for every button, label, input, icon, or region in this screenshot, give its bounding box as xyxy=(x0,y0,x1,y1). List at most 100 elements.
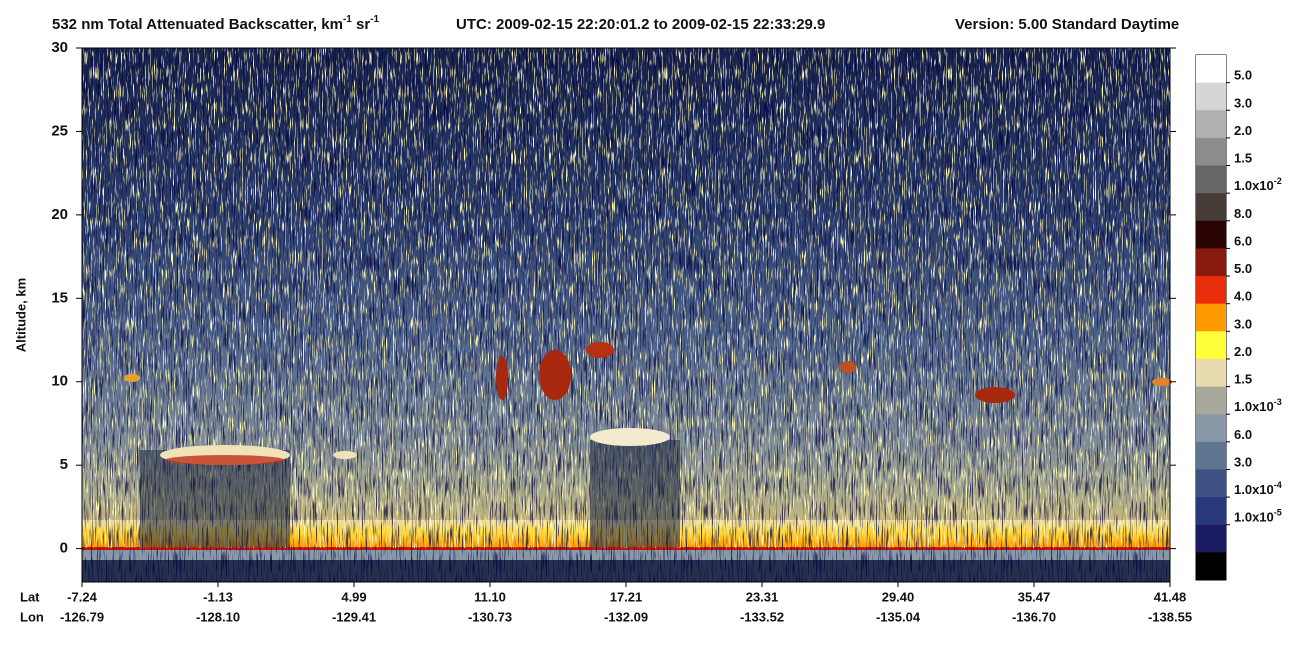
cloud-feature xyxy=(586,342,614,358)
title-superscript: -1 xyxy=(370,14,379,25)
colorbar-label-text: 1.5 xyxy=(1234,372,1252,387)
colorbar-swatch xyxy=(1196,303,1226,332)
y-tick-label: 25 xyxy=(51,122,68,139)
colorbar-label: 3.0 xyxy=(1234,455,1252,470)
y-tick-label: 5 xyxy=(60,456,68,473)
colorbar-label: 1.5 xyxy=(1234,372,1252,387)
y-tick-label: 0 xyxy=(60,540,68,557)
colorbar-swatch xyxy=(1196,165,1226,194)
colorbar-swatch xyxy=(1196,220,1226,249)
x-tick-label: -1.13 xyxy=(203,589,233,604)
colorbar-label-text: 1.0x10 xyxy=(1234,179,1274,194)
colorbar-label: 5.0 xyxy=(1234,261,1252,276)
colorbar-label-text: 1.5 xyxy=(1234,151,1252,166)
x-tick-label: -7.24 xyxy=(67,589,97,604)
y-tick-label: 15 xyxy=(51,289,68,306)
backscatter-image xyxy=(82,48,1172,582)
colorbar-swatch xyxy=(1196,137,1226,167)
colorbar-label: 8.0 xyxy=(1234,206,1252,221)
colorbar-swatch xyxy=(1196,386,1226,415)
colorbar-label: 6.0 xyxy=(1234,427,1252,442)
colorbar-swatch xyxy=(1196,358,1226,388)
x-tick-label: -136.70 xyxy=(1012,609,1056,624)
colorbar-swatch xyxy=(1196,276,1226,305)
colorbar-label-text: 1.0x10 xyxy=(1234,510,1274,525)
y-tick-label: 20 xyxy=(51,206,68,223)
x-tick-label: -128.10 xyxy=(196,609,240,624)
colorbar-swatch xyxy=(1196,193,1226,222)
cloud-feature xyxy=(333,451,357,459)
colorbar-label: 1.0x10-4 xyxy=(1234,480,1282,497)
cloud-feature xyxy=(975,387,1015,403)
cloud-feature xyxy=(124,374,140,382)
x-tick-label: -133.52 xyxy=(740,609,784,624)
x-tick-label: -130.73 xyxy=(468,609,512,624)
x-tick-label: 17.21 xyxy=(610,589,643,604)
colorbar-label: 4.0 xyxy=(1234,289,1252,304)
colorbar-label: 2.0 xyxy=(1234,344,1252,359)
colorbar-label-text: 3.0 xyxy=(1234,96,1252,111)
x-tick-label: -132.09 xyxy=(604,609,648,624)
x-tick-label: 29.40 xyxy=(882,589,915,604)
colorbar-label-text: 5.0 xyxy=(1234,68,1252,83)
title-superscript: -1 xyxy=(343,14,352,25)
cloud-feature xyxy=(165,455,285,465)
colorbar-label-text: 3.0 xyxy=(1234,455,1252,470)
colorbar-swatch xyxy=(1196,82,1226,111)
x-row-name: Lat xyxy=(20,589,40,604)
cloud-feature xyxy=(539,350,571,400)
colorbar-label: 6.0 xyxy=(1234,234,1252,249)
colorbar-label-text: 6.0 xyxy=(1234,234,1252,249)
colorbar-swatch xyxy=(1196,55,1226,84)
colorbar-swatch xyxy=(1196,110,1226,139)
cloud-feature xyxy=(496,356,508,400)
colorbar-swatch xyxy=(1196,469,1226,498)
title-part: sr xyxy=(352,16,371,33)
colorbar-swatch xyxy=(1196,497,1226,526)
x-tick-label: -129.41 xyxy=(332,609,376,624)
x-tick-label: 41.48 xyxy=(1154,589,1187,604)
x-tick-label: 4.99 xyxy=(341,589,366,604)
colorbar-label-text: 4.0 xyxy=(1234,289,1252,304)
x-tick-label: 23.31 xyxy=(746,589,779,604)
y-axis-label: Altitude, km xyxy=(13,278,28,352)
colorbar-swatch xyxy=(1196,441,1226,470)
colorbar-label-text: 1.0x10 xyxy=(1234,400,1274,415)
x-row-name: Lon xyxy=(20,609,44,624)
cloud-feature xyxy=(1152,378,1172,386)
colorbar-label-text: 2.0 xyxy=(1234,123,1252,138)
chart-title: 532 nm Total Attenuated Backscatter, km-… xyxy=(52,14,380,33)
colorbar-label: 1.0x10-3 xyxy=(1234,398,1282,415)
colorbar-label-exponent: -2 xyxy=(1274,177,1282,187)
colorbar-label-exponent: -3 xyxy=(1274,398,1282,408)
cloud-feature xyxy=(590,428,670,446)
colorbar-label: 2.0 xyxy=(1234,123,1252,138)
title-part: 532 nm Total Attenuated Backscatter, km xyxy=(52,16,343,33)
colorbar-label-text: 3.0 xyxy=(1234,317,1252,332)
colorbar-swatch xyxy=(1196,552,1226,581)
x-tick-label: -126.79 xyxy=(60,609,104,624)
time-range: UTC: 2009-02-15 22:20:01.2 to 2009-02-15… xyxy=(456,16,825,33)
cloud-feature xyxy=(840,361,856,373)
y-tick-label: 30 xyxy=(51,39,68,56)
x-tick-label: 35.47 xyxy=(1018,589,1051,604)
colorbar-label-exponent: -5 xyxy=(1274,508,1282,518)
y-tick-label: 10 xyxy=(51,373,68,390)
colorbar-label-text: 5.0 xyxy=(1234,261,1252,276)
colorbar-label: 1.0x10-2 xyxy=(1234,177,1282,194)
colorbar-swatch xyxy=(1196,248,1226,277)
x-tick-label: 11.10 xyxy=(474,589,506,604)
colorbar-label: 5.0 xyxy=(1234,68,1252,83)
colorbar-label: 1.5 xyxy=(1234,151,1252,166)
colorbar-swatch xyxy=(1196,524,1226,553)
colorbar-label: 3.0 xyxy=(1234,317,1252,332)
colorbar-swatch xyxy=(1196,331,1226,360)
cloud-shadow xyxy=(590,440,680,547)
colorbar-label-text: 1.0x10 xyxy=(1234,483,1274,498)
colorbar-label-text: 8.0 xyxy=(1234,206,1252,221)
version: Version: 5.00 Standard Daytime xyxy=(955,16,1179,33)
colorbar-swatch xyxy=(1196,414,1226,443)
colorbar-label-exponent: -4 xyxy=(1274,480,1282,490)
colorbar-label: 3.0 xyxy=(1234,96,1252,111)
